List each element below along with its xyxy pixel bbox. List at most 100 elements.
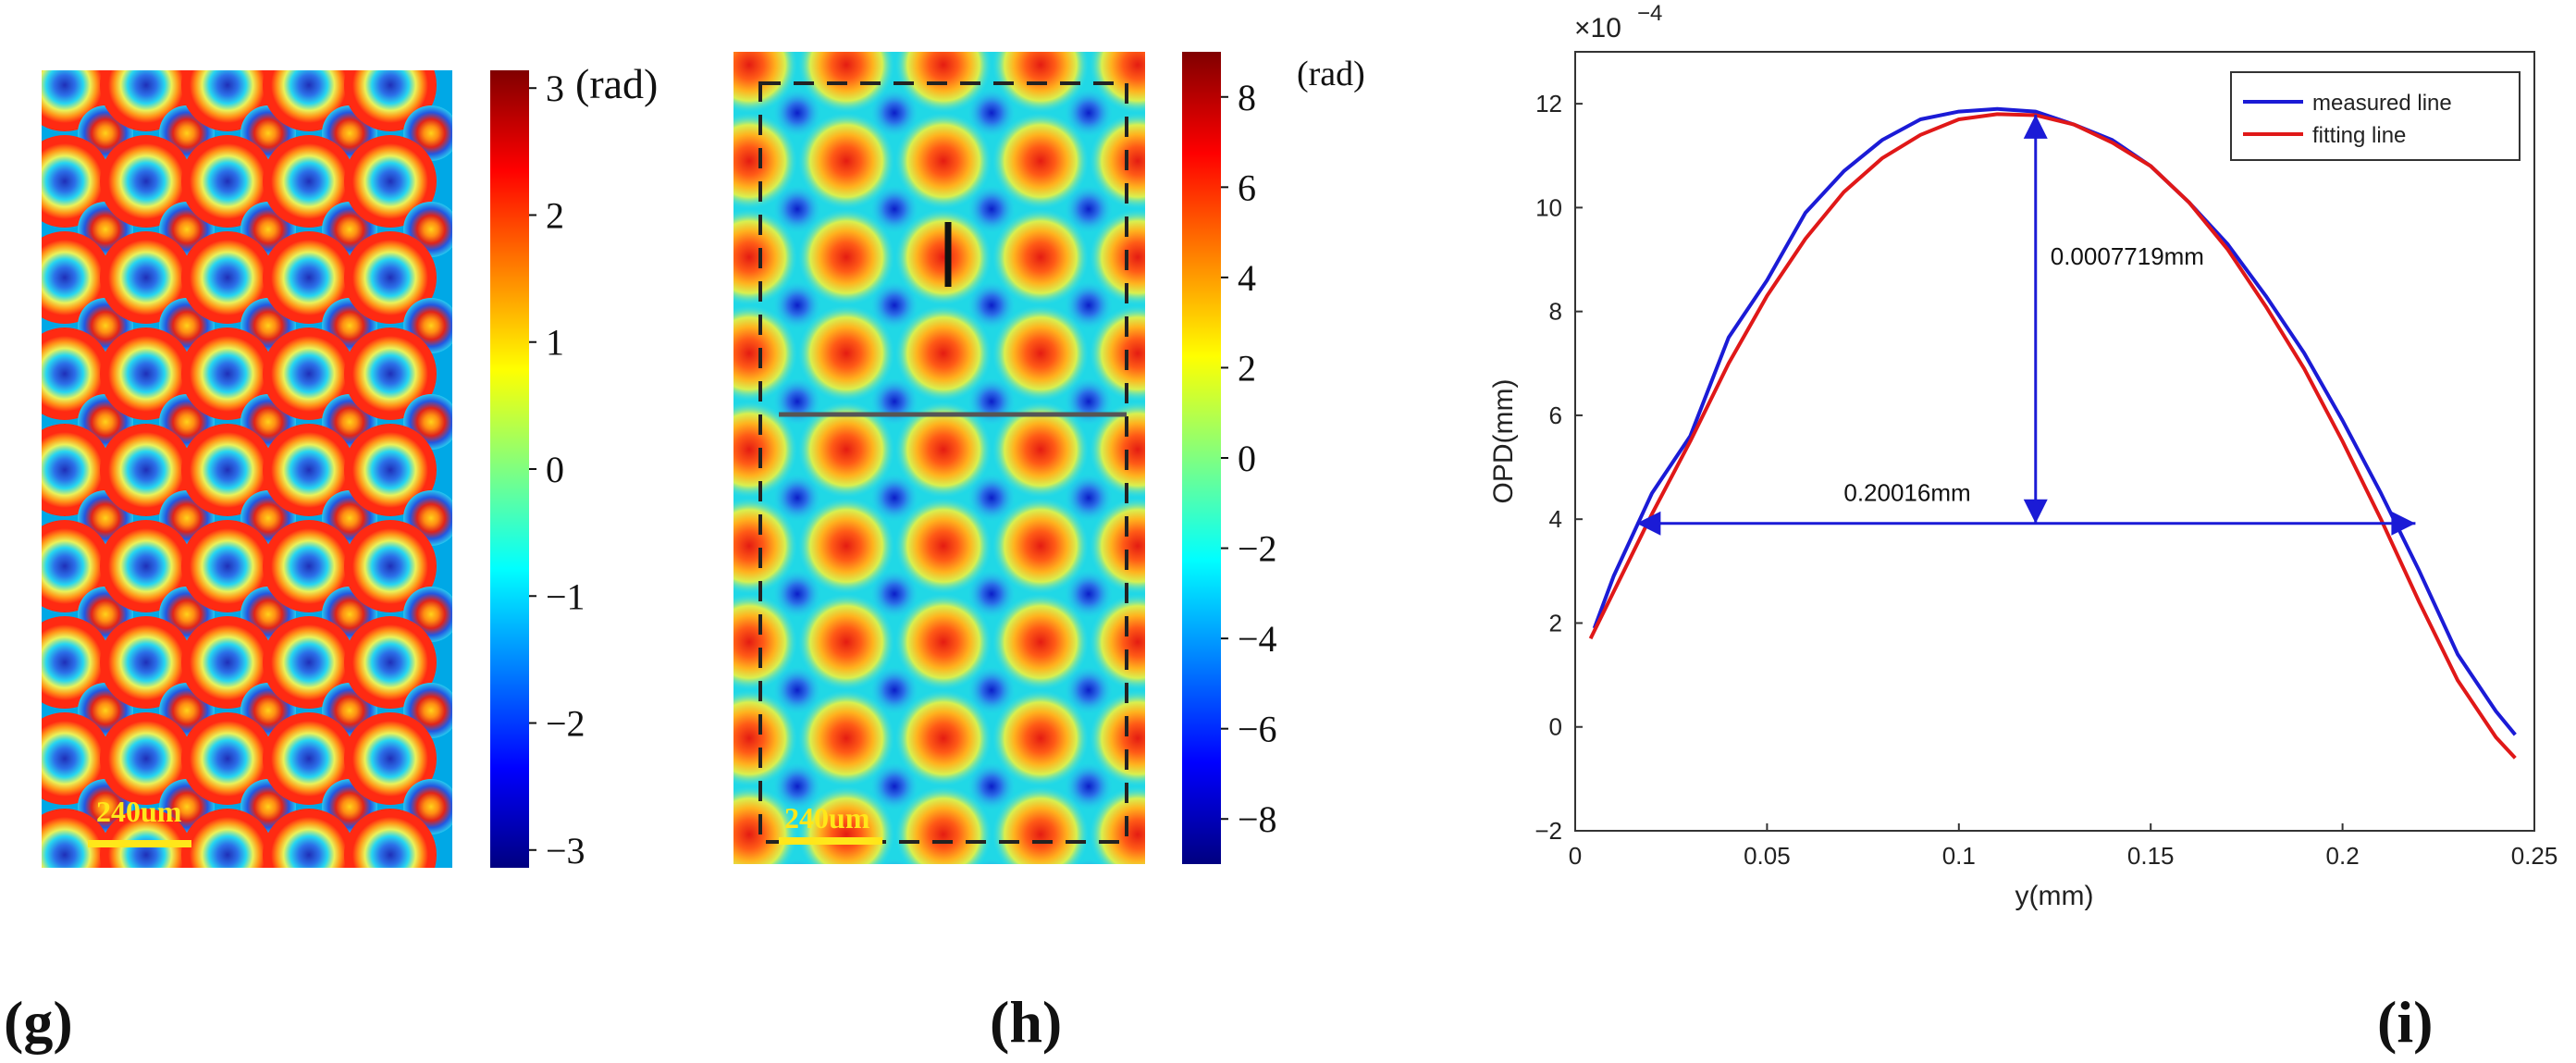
panel-g-ring-cell — [344, 328, 437, 420]
series-fitting-line — [1588, 112, 2517, 760]
height-arrow-head-bottom — [2023, 499, 2048, 524]
colorbar-tick-label: 0 — [1238, 438, 1256, 479]
panel-h-peak — [1090, 305, 1145, 402]
x-tick-label: 0.05 — [1744, 842, 1791, 870]
panel-g-ring-cell — [181, 328, 274, 420]
panel-h-well — [773, 281, 821, 329]
panel-h-peak — [1090, 786, 1145, 864]
panel-h-peak — [992, 305, 1089, 402]
panel-h-peak — [992, 594, 1089, 690]
y-tick-label: 8 — [1549, 298, 1562, 326]
panel-h-peak — [798, 690, 894, 786]
panel-h-peak — [895, 305, 992, 402]
panel-h-well — [1065, 570, 1113, 618]
x-axis-label: y(mm) — [2015, 881, 2094, 911]
legend-label-fitting: fitting line — [2312, 123, 2406, 148]
panel-h-peak — [1090, 594, 1145, 690]
panel-h-peak — [992, 498, 1089, 594]
width-annotation-label: 0.20016mm — [1843, 479, 1970, 507]
panel-g-ring-cell — [263, 328, 355, 420]
panel-g-ring-cell — [263, 135, 355, 228]
panel-g-ring-cell — [100, 712, 192, 805]
panel-g-ring-cell — [344, 520, 437, 612]
panel-h-peak — [733, 113, 797, 209]
height-arrow-head-top — [2023, 114, 2048, 139]
height-annotation-label: 0.0007719mm — [2051, 242, 2204, 270]
y-axis-exponent-base: ×10 — [1574, 13, 1621, 43]
panel-h-well — [1162, 859, 1210, 907]
panel-h-well — [773, 89, 821, 137]
panel-g-small-cell — [403, 875, 459, 931]
panel-g-ring-cell — [263, 809, 355, 868]
y-tick-label: 2 — [1549, 609, 1562, 637]
panel-i-label: (i) — [2377, 989, 2433, 1055]
x-tick-label: 0.1 — [1942, 842, 1976, 870]
colorbar-tick-label: 2 — [546, 194, 564, 236]
panel-g-ring-cell — [263, 520, 355, 612]
panel-g-ring-cell — [100, 231, 192, 324]
colorbar-tick-label: 0 — [546, 449, 564, 490]
x-tick-label: 0.15 — [2127, 842, 2175, 870]
panel-h-scale-bar-label: 240um — [784, 801, 870, 834]
colorbar-tick-label: −1 — [546, 575, 585, 617]
panel-h-well — [870, 570, 918, 618]
panel-h-well — [968, 474, 1016, 522]
panel-h-peak — [1090, 52, 1145, 113]
panel-g-ring-cell — [181, 135, 274, 228]
legend-label-measured: measured line — [2312, 91, 2452, 116]
panel-h-well — [870, 666, 918, 714]
panel-h-well — [870, 89, 918, 137]
panel-h-well — [968, 89, 1016, 137]
panel-h-peak — [895, 113, 992, 209]
colorbar-tick-label: −4 — [1238, 618, 1277, 660]
panel-g-ring-cell — [100, 328, 192, 420]
panel-h-well — [773, 570, 821, 618]
panel-g-ring-cell — [100, 520, 192, 612]
panel-g-scale-bar — [88, 840, 191, 847]
y-axis-exponent-power: −4 — [1637, 1, 1662, 26]
panel-g-ring-cell — [344, 616, 437, 709]
panel-g-ring-cell — [344, 424, 437, 516]
panel-h-well — [1065, 762, 1113, 810]
panel-g-colorbar — [490, 70, 529, 868]
panel-h-well — [968, 570, 1016, 618]
panel-g-colorbar-ticks: 3 2 1 0 −1 −2 −3 — [529, 68, 585, 871]
panel-g-small-cell — [78, 875, 133, 931]
panel-h-peak — [1090, 690, 1145, 786]
panel-h-peak — [992, 786, 1089, 864]
panel-g-ring-cell — [181, 424, 274, 516]
panel-h-well — [1065, 666, 1113, 714]
legend-box — [2230, 71, 2521, 161]
panel-g-ring-cell — [344, 809, 437, 868]
panel-h-peak — [798, 209, 894, 305]
panel-g-ring-cell — [181, 809, 274, 868]
width-arrow-head-right — [2391, 511, 2416, 536]
panel-h-well — [1065, 281, 1113, 329]
panel-h-peak — [1090, 498, 1145, 594]
panel-g-ring-cell — [181, 231, 274, 324]
panel-h-peak — [798, 498, 894, 594]
panel-g-ring-cell — [100, 616, 192, 709]
panel-h-peak — [733, 786, 797, 864]
panel-h-peak — [895, 402, 992, 498]
panel-h-peak — [733, 690, 797, 786]
panel-h: 240um 8 6 4 2 0 −2 −4 −6 −8 (rad) (h) — [733, 52, 1365, 1055]
panel-h-peak — [992, 209, 1089, 305]
panel-g-ring-cell — [42, 809, 111, 868]
panel-h-peak — [992, 690, 1089, 786]
panel-h-peak — [733, 594, 797, 690]
panel-g-ring-cell — [100, 424, 192, 516]
panel-h-well — [773, 762, 821, 810]
panel-h-colorbar-unit: (rad) — [1297, 55, 1365, 93]
panel-h-peak — [798, 786, 894, 864]
panel-h-well — [773, 474, 821, 522]
panel-g-ring-cell — [100, 135, 192, 228]
annotations: 0.0007719mm 0.20016mm — [1636, 114, 2416, 536]
panel-g-scale-bar-label: 240um — [96, 795, 182, 828]
x-tick-label: 0 — [1569, 842, 1582, 870]
panel-g-ring-cell — [181, 520, 274, 612]
panel-g-label: (g) — [4, 989, 73, 1055]
panel-h-peak — [895, 498, 992, 594]
